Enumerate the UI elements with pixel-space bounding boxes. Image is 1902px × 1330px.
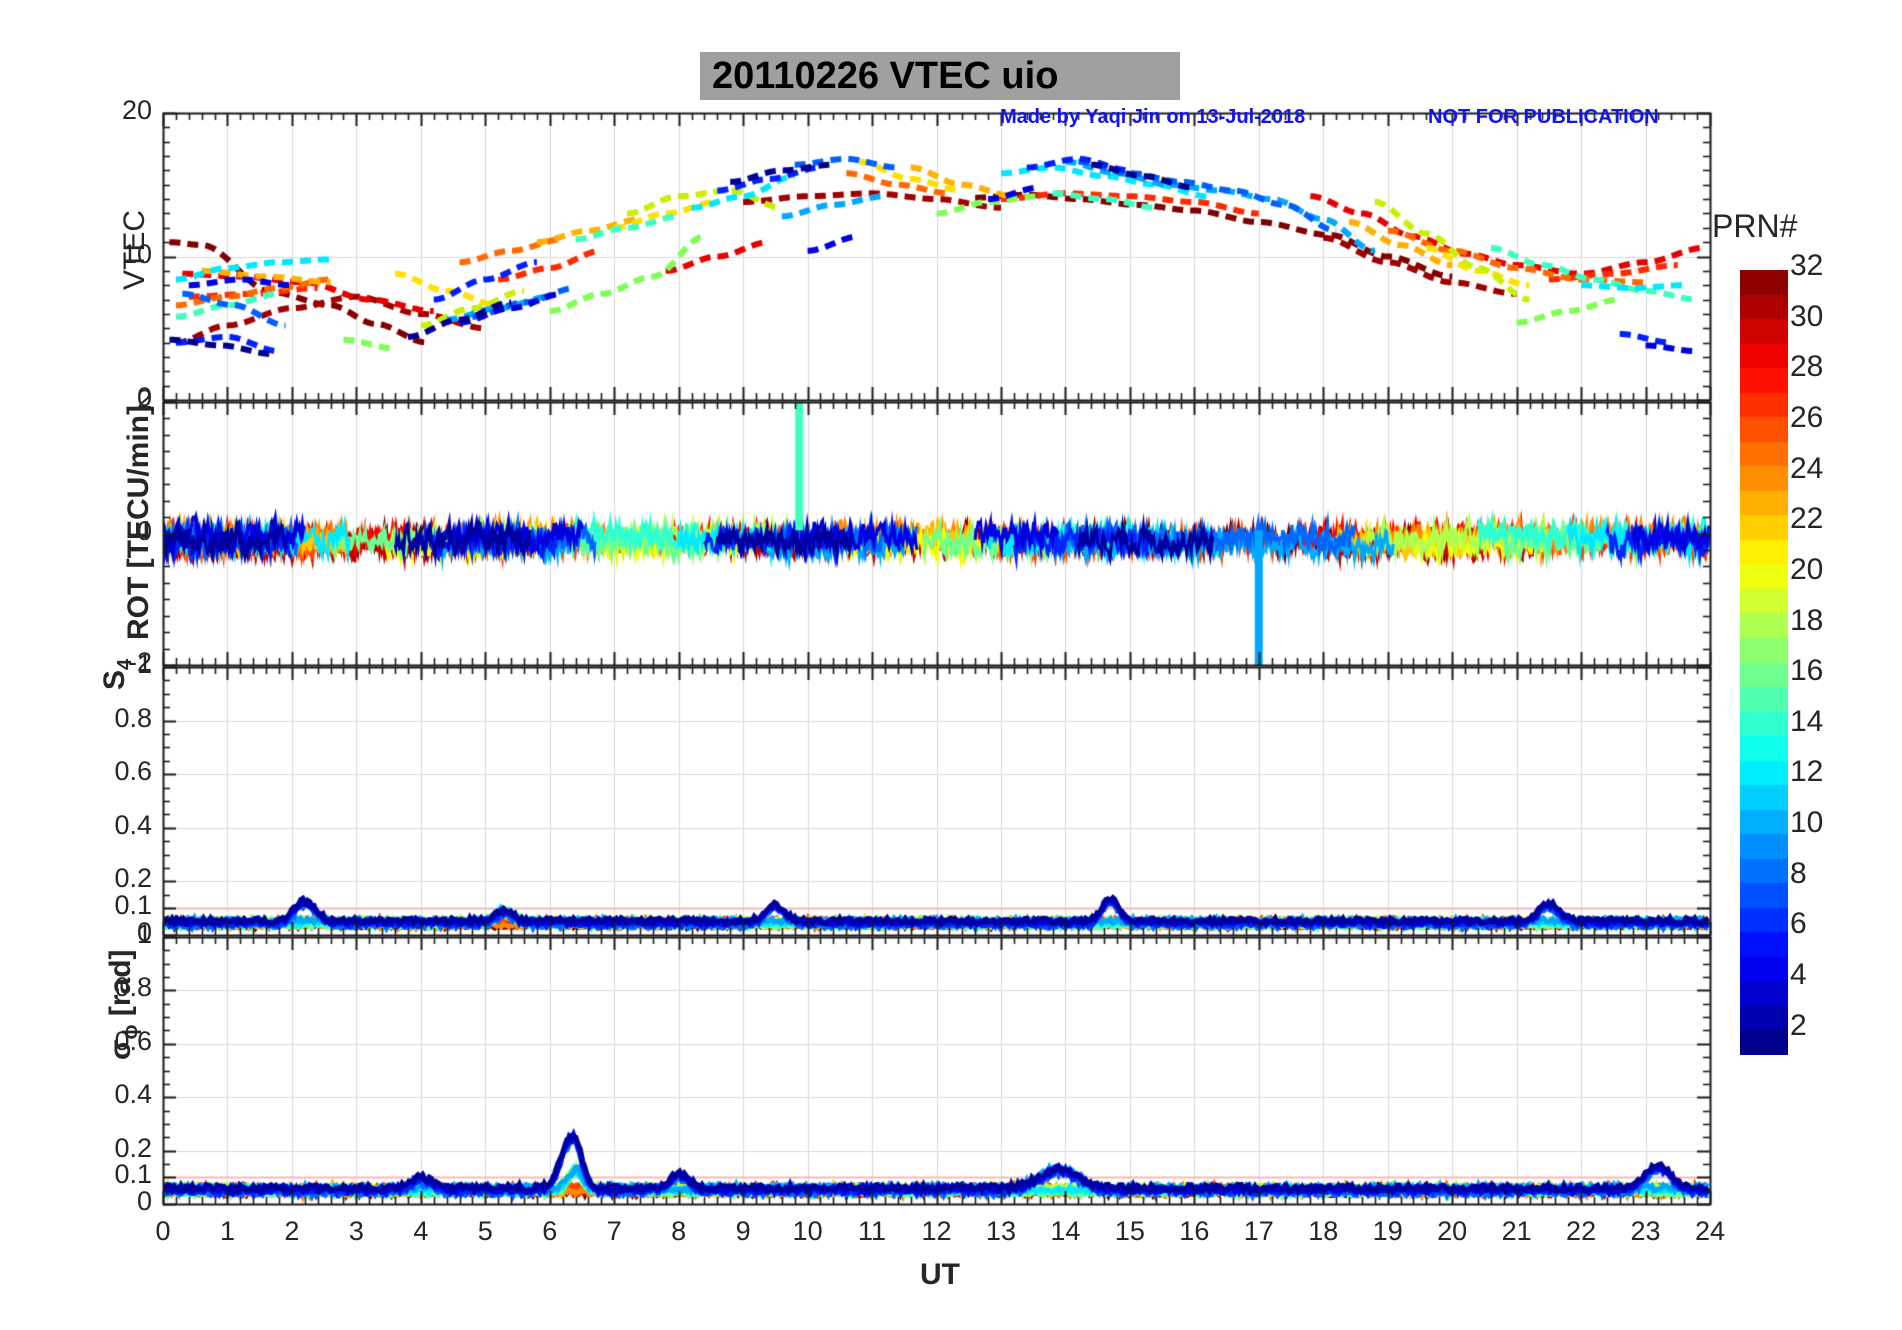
x-tick-label-14: 14 (1050, 1216, 1081, 1246)
credit-annotation: Made by Yaqi Jin on 13-Jul-2018 (1000, 106, 1306, 128)
x-tick-label-9: 9 (735, 1216, 751, 1246)
colorbar-tick-label-1: 30 (1790, 299, 1824, 333)
title-background-box (700, 52, 1180, 100)
colorbar-tick-label-6: 20 (1790, 552, 1824, 586)
x-tick-label-5: 5 (477, 1216, 493, 1246)
x-tick-label-19: 19 (1372, 1216, 1403, 1246)
colorbar-tick-label-9: 14 (1790, 704, 1824, 738)
colorbar-tick-label-15: 2 (1790, 1008, 1807, 1042)
y-tick-label-rot-1: 0 (136, 515, 152, 546)
y-tick-label-s4-2: 0.2 (114, 863, 152, 894)
y-axis-title-s4-subscript: 4 (114, 658, 136, 670)
x-tick-label-15: 15 (1114, 1216, 1145, 1246)
y-axis-title-vtec: VTEC (118, 209, 151, 290)
y-tick-label-s4-0: 0 (136, 917, 152, 947)
colorbar-tick-label-0: 32 (1790, 249, 1824, 282)
y-axis-title-s4: S4 (98, 659, 137, 690)
colorbar-tick-label-11: 10 (1790, 806, 1824, 840)
x-tick-label-1: 1 (219, 1216, 235, 1246)
x-tick-label-3: 3 (348, 1216, 364, 1246)
x-tick-label-7: 7 (606, 1216, 622, 1246)
colorbar-title: PRN# (1712, 208, 1798, 244)
y-tick-label-vtec-0: 0 (136, 382, 152, 412)
y-tick-label-sigma_phi-4: 0.6 (114, 1025, 152, 1056)
x-tick-label-22: 22 (1566, 1216, 1597, 1246)
colorbar-tick-label-13: 6 (1790, 907, 1807, 941)
x-tick-label-2: 2 (284, 1216, 300, 1246)
x-tick-label-0: 0 (155, 1216, 171, 1246)
y-tick-label-rot-0: -2 (127, 647, 152, 677)
x-tick-label-12: 12 (921, 1216, 952, 1246)
sigma-glyph: σ (104, 1039, 137, 1060)
x-tick-label-17: 17 (1243, 1216, 1274, 1246)
colorbar-tick-label-4: 24 (1790, 451, 1824, 485)
colorbar-tick-label-7: 18 (1790, 603, 1824, 637)
y-tick-label-s4-6: 1 (136, 649, 152, 679)
x-tick-label-10: 10 (792, 1216, 823, 1246)
y-tick-label-sigma_phi-0: 0 (136, 1186, 152, 1216)
x-tick-label-11: 11 (858, 1216, 887, 1246)
x-tick-label-13: 13 (985, 1216, 1016, 1246)
x-tick-label-23: 23 (1630, 1216, 1661, 1246)
watermark-annotation: NOT FOR PUBLICATION (1428, 106, 1659, 128)
colorbar-tick-label-8: 16 (1790, 654, 1824, 688)
y-axis-title-rot: ROT [TECU/min] (122, 405, 155, 640)
x-tick-label-21: 21 (1501, 1216, 1532, 1246)
colorbar-tick-label-12: 8 (1790, 856, 1807, 890)
colorbar-tick-label-3: 26 (1790, 400, 1824, 434)
x-tick-label-20: 20 (1437, 1216, 1468, 1246)
x-tick-label-18: 18 (1308, 1216, 1339, 1246)
y-tick-label-s4-5: 0.8 (114, 702, 152, 733)
colorbar-tick-label-10: 12 (1790, 755, 1824, 789)
y-tick-label-s4-4: 0.6 (114, 756, 152, 787)
x-tick-label-6: 6 (542, 1216, 558, 1246)
phi-subscript-glyph: ϕ (120, 1024, 142, 1040)
y-tick-label-sigma_phi-6: 1 (136, 919, 152, 949)
x-tick-label-16: 16 (1179, 1216, 1210, 1246)
x-tick-label-24: 24 (1694, 1216, 1726, 1246)
y-tick-label-sigma_phi-3: 0.4 (114, 1079, 152, 1110)
y-tick-label-vtec-2: 20 (121, 95, 152, 125)
y-axis-title-sigma-phi-unit: [rad] (104, 949, 137, 1025)
y-tick-label-sigma_phi-5: 0.8 (114, 972, 152, 1003)
y-tick-label-vtec-1: 10 (121, 238, 152, 269)
y-tick-label-s4-3: 0.4 (114, 809, 152, 840)
y-tick-label-s4-1: 0.1 (114, 890, 152, 921)
page-title: 20110226 VTEC uio (712, 55, 1059, 97)
y-axis-title-s4-main: S (98, 669, 131, 690)
colorbar-gradient (1740, 270, 1788, 1055)
y-tick-label-sigma_phi-1: 0.1 (114, 1159, 152, 1190)
colorbar-tick-label-5: 22 (1790, 502, 1824, 536)
colorbar-tick-label-14: 4 (1790, 958, 1807, 992)
y-axis-title-sigma-phi: σϕ [rad] (104, 949, 143, 1060)
x-axis-title: UT (920, 1258, 960, 1291)
x-tick-label-4: 4 (413, 1216, 429, 1246)
y-tick-label-sigma_phi-2: 0.2 (114, 1132, 152, 1163)
colorbar-tick-label-2: 28 (1790, 350, 1824, 384)
y-tick-label-rot-2: 2 (136, 384, 152, 414)
x-tick-label-8: 8 (671, 1216, 687, 1246)
